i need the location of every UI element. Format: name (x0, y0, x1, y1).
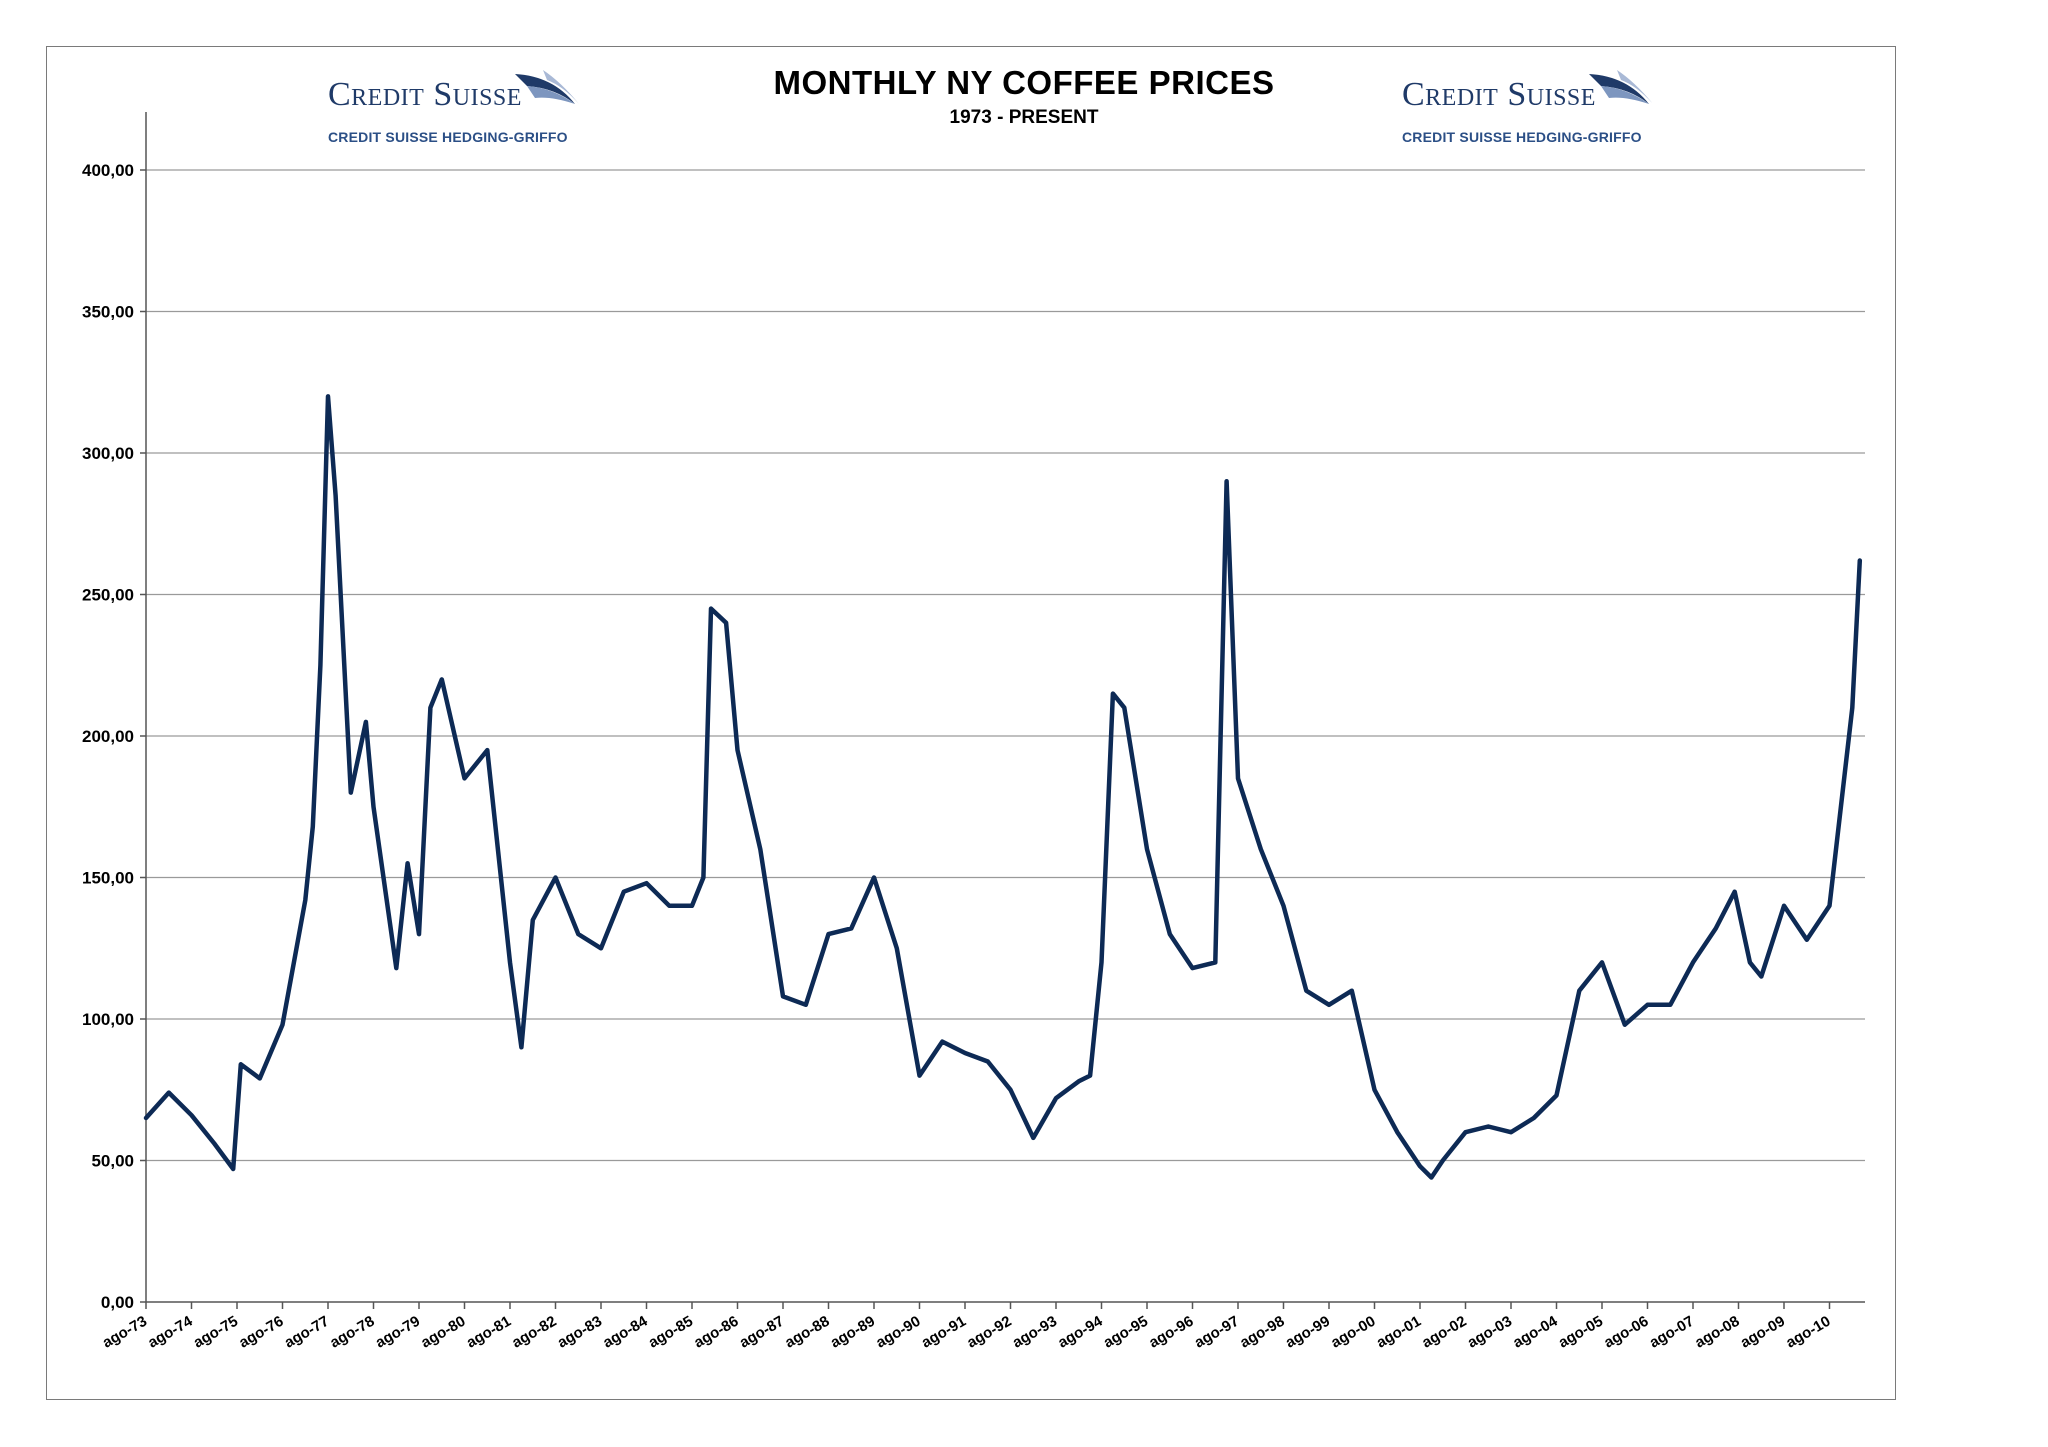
y-tick-label: 100,00 (82, 1010, 134, 1029)
x-tick-label: ago-10 (1783, 1313, 1833, 1352)
x-tick-label: ago-85 (646, 1313, 696, 1352)
y-tick-label: 200,00 (82, 727, 134, 746)
x-tick-label: ago-73 (100, 1313, 150, 1352)
x-tick-label: ago-99 (1283, 1313, 1333, 1352)
x-tick-label: ago-80 (418, 1313, 468, 1352)
chart-subtitle: 1973 - PRESENT (949, 107, 1099, 128)
y-tick-label: 0,00 (101, 1293, 134, 1312)
x-tick-label: ago-74 (145, 1312, 196, 1351)
x-tick-label: ago-75 (191, 1313, 241, 1352)
y-tick-label: 350,00 (82, 303, 134, 322)
y-axis: 0,00 50,00 100,00 150,00 200,00 250,00 300,00 3… (82, 112, 147, 1312)
x-tick-label: ago-87 (737, 1313, 787, 1352)
x-tick-label: ago-01 (1374, 1313, 1424, 1352)
x-tick-label: ago-77 (282, 1313, 332, 1352)
x-axis: ago-73ago-74ago-75ago-76ago-77ago-78ago-… (100, 1301, 1865, 1352)
x-tick-label: ago-07 (1647, 1313, 1697, 1352)
x-tick-label: ago-89 (828, 1313, 878, 1352)
series-line (143, 394, 1863, 1180)
sail-icon (1589, 70, 1653, 104)
x-tick-label: ago-88 (782, 1313, 832, 1352)
x-tick-label: ago-96 (1146, 1313, 1196, 1352)
x-tick-label: ago-02 (1419, 1313, 1469, 1352)
x-tick-label: ago-95 (1101, 1313, 1151, 1352)
x-tick-label: ago-84 (600, 1312, 651, 1351)
x-tick-label: ago-03 (1465, 1313, 1515, 1352)
x-tick-label: ago-78 (327, 1313, 377, 1352)
x-tick-label: ago-83 (555, 1313, 605, 1352)
x-tick-label: ago-04 (1510, 1312, 1561, 1351)
logo-brand: Credit Suisse (328, 76, 522, 113)
x-tick-label: ago-09 (1738, 1313, 1788, 1352)
sail-icon (515, 70, 579, 104)
x-tick-label: ago-92 (964, 1313, 1014, 1352)
x-tick-label: ago-06 (1601, 1313, 1651, 1352)
chart-title: MONTHLY NY COFFEE PRICES (773, 64, 1275, 101)
x-tick-label: ago-86 (691, 1313, 741, 1352)
logo-subtitle: CREDIT SUISSE HEDGING-GRIFFO (328, 129, 568, 145)
logo-subtitle: CREDIT SUISSE HEDGING-GRIFFO (1402, 129, 1642, 145)
logo-brand: Credit Suisse (1402, 76, 1596, 113)
x-tick-label: ago-97 (1192, 1313, 1242, 1352)
credit-suisse-logo-right: Credit Suisse CREDIT SUISSE HEDGING-GRIF… (1402, 56, 1702, 156)
x-tick-label: ago-05 (1556, 1313, 1606, 1352)
y-tick-label: 150,00 (82, 869, 134, 888)
y-tick-label: 50,00 (91, 1152, 134, 1171)
x-tick-label: ago-98 (1237, 1313, 1287, 1352)
x-tick-label: ago-90 (873, 1313, 923, 1352)
y-tick-label: 400,00 (82, 161, 134, 180)
chart-frame (46, 46, 1896, 1400)
y-tick-label: 250,00 (82, 586, 134, 605)
x-tick-label: ago-93 (1010, 1313, 1060, 1352)
x-tick-label: ago-76 (236, 1313, 286, 1352)
x-tick-label: ago-82 (509, 1313, 559, 1352)
grid-lines (146, 169, 1865, 1162)
x-tick-label: ago-08 (1692, 1313, 1742, 1352)
x-tick-label: ago-79 (373, 1313, 423, 1352)
credit-suisse-logo-left: Credit Suisse CREDIT SUISSE HEDGING-GRIF… (328, 56, 628, 156)
x-tick-label: ago-94 (1055, 1312, 1106, 1351)
x-tick-label: ago-81 (464, 1313, 514, 1352)
price-series (143, 394, 1863, 1180)
x-tick-label: ago-00 (1328, 1313, 1378, 1352)
x-tick-label: ago-91 (919, 1313, 969, 1352)
y-tick-label: 300,00 (82, 444, 134, 463)
